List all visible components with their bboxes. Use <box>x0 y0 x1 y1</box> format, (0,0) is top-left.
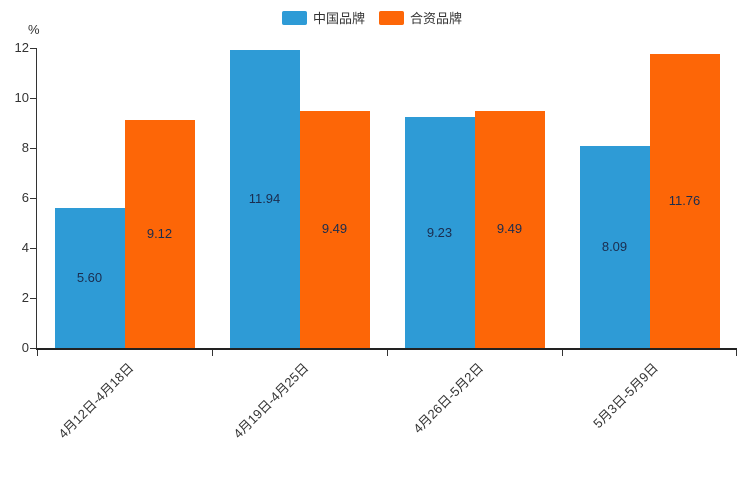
x-axis-labels: 4月12日-4月18日 4月19日-4月25日 4月26日-5月2日 5月3日-5月9… <box>36 358 736 478</box>
plot-area: 0 2 4 6 8 10 12 5.60 11.94 9.23 8.09 9.12 9.49 9.49 11… <box>15 40 737 356</box>
x-tick-mark <box>736 350 737 356</box>
x-tick-label: 4月26日-5月2日 <box>410 360 487 437</box>
legend-item-label: 合资品牌 <box>410 11 463 26</box>
legend-item-series0[interactable]: 中国品牌 <box>281 8 365 27</box>
bar-value-label: 9.49 <box>496 221 523 237</box>
bar-series0-cat0 <box>54 208 125 348</box>
bar-value-label: 8.09 <box>601 238 628 254</box>
x-tick-label: 4月12日-4月18日 <box>55 360 137 442</box>
bar-series1-cat2 <box>474 110 545 348</box>
bar-value-label: 11.76 <box>668 193 701 208</box>
bar-value-label: 9.49 <box>321 221 348 237</box>
x-tick-label: 4月19日-4月25日 <box>230 360 312 442</box>
legend-item-series1[interactable]: 合资品牌 <box>379 8 462 27</box>
x-tick-mark <box>37 350 38 356</box>
y-tick-mark <box>30 147 36 149</box>
y-tick-label: 6 <box>21 190 29 205</box>
y-tick-mark <box>30 297 36 299</box>
bar-value-label: 5.60 <box>76 270 103 285</box>
y-tick-mark <box>30 247 36 249</box>
chart-legend: 中国品牌 合资品牌 <box>0 8 744 27</box>
y-axis-unit-label: % <box>28 22 40 37</box>
y-tick-label: 4 <box>21 240 29 255</box>
legend-swatch-icon <box>379 10 404 25</box>
bar-series1-cat1 <box>299 110 370 348</box>
y-tick-label: 8 <box>21 140 29 155</box>
y-tick-mark <box>30 347 36 349</box>
x-tick-mark <box>387 350 388 356</box>
bar-value-label: 9.12 <box>146 226 173 241</box>
bar-series0-cat3 <box>579 145 650 348</box>
bar-series1-cat3 <box>649 54 720 348</box>
y-tick-mark <box>30 97 36 99</box>
y-tick-label: 0 <box>21 340 29 355</box>
bar-series0-cat1 <box>229 49 300 348</box>
bar-value-label: 9.23 <box>426 224 453 240</box>
y-tick-label: 2 <box>21 290 29 305</box>
bar-value-label: 11.94 <box>248 190 281 206</box>
legend-item-label: 中国品牌 <box>312 11 365 26</box>
y-tick-label: 12 <box>14 40 29 55</box>
y-tick-mark <box>30 47 36 49</box>
bar-series1-cat0 <box>124 120 195 348</box>
y-tick-label: 10 <box>14 90 29 105</box>
y-tick-mark <box>30 197 36 199</box>
bar-series0-cat2 <box>404 117 475 348</box>
legend-swatch-icon <box>281 10 307 25</box>
x-tick-label: 5月3日-5月9日 <box>590 360 662 432</box>
x-tick-mark <box>562 350 563 356</box>
x-tick-mark <box>212 350 213 356</box>
